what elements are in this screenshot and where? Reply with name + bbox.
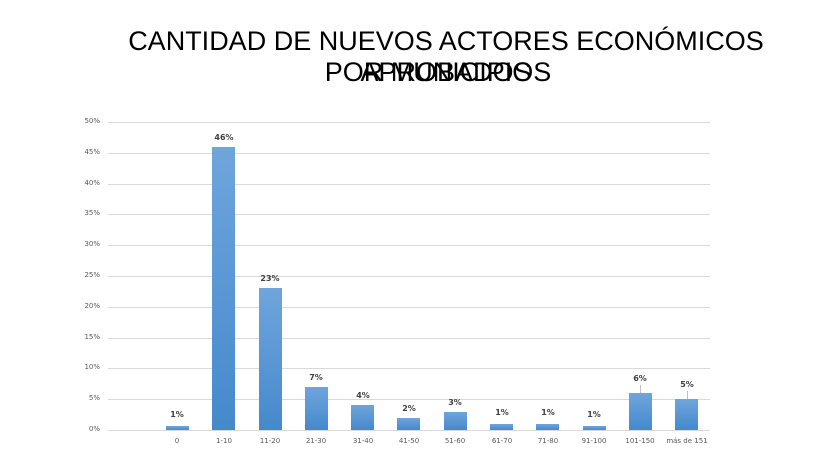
y-tick-label: 50% bbox=[84, 117, 100, 125]
gridline bbox=[108, 368, 710, 369]
data-label: 6% bbox=[633, 374, 647, 383]
data-label: 2% bbox=[402, 404, 416, 413]
data-label: 1% bbox=[495, 408, 509, 417]
data-label: 1% bbox=[587, 410, 601, 419]
gridline bbox=[108, 338, 710, 339]
x-tick-label: 101-150 bbox=[625, 437, 655, 445]
y-tick-label: 10% bbox=[84, 363, 100, 371]
x-tick-label: 61-70 bbox=[491, 437, 513, 445]
data-label: 46% bbox=[214, 133, 234, 142]
data-label: 4% bbox=[356, 391, 370, 400]
x-tick-label: más de 151 bbox=[666, 437, 708, 445]
y-tick-label: 40% bbox=[84, 179, 100, 187]
bar bbox=[397, 418, 420, 430]
x-tick-label: 51-60 bbox=[444, 437, 466, 445]
gridline bbox=[108, 276, 710, 277]
gridline bbox=[108, 122, 710, 123]
bar bbox=[444, 412, 467, 430]
label-leader-line bbox=[640, 385, 641, 393]
bar bbox=[675, 399, 698, 430]
gridline bbox=[108, 245, 710, 246]
bar bbox=[536, 424, 559, 430]
x-tick-label: 0 bbox=[174, 437, 180, 445]
bar bbox=[629, 393, 652, 430]
gridline bbox=[108, 399, 710, 400]
y-tick-label: 35% bbox=[84, 209, 100, 217]
x-tick-label: 21-30 bbox=[305, 437, 327, 445]
x-tick-label: 31-40 bbox=[352, 437, 374, 445]
y-tick-label: 25% bbox=[84, 271, 100, 279]
y-tick-label: 5% bbox=[88, 394, 100, 402]
bar bbox=[305, 387, 328, 430]
y-tick-label: 30% bbox=[84, 240, 100, 248]
gridline bbox=[108, 153, 710, 154]
y-tick-label: 45% bbox=[84, 148, 100, 156]
bar bbox=[259, 288, 282, 430]
data-label: 7% bbox=[309, 373, 323, 382]
bar bbox=[583, 426, 606, 430]
data-label: 1% bbox=[170, 410, 184, 419]
x-tick-label: 71-80 bbox=[537, 437, 559, 445]
x-tick-label: 11-20 bbox=[259, 437, 281, 445]
gridline bbox=[108, 307, 710, 308]
data-label: 3% bbox=[448, 398, 462, 407]
y-tick-label: 15% bbox=[84, 333, 100, 341]
chart-title-line2: POR MUNICIPIOS bbox=[324, 57, 552, 87]
bar bbox=[212, 147, 235, 430]
data-label: 1% bbox=[541, 408, 555, 417]
data-label: 5% bbox=[680, 380, 694, 389]
label-leader-line bbox=[687, 391, 688, 399]
chart-title-line1: CANTIDAD DE NUEVOS ACTORES ECONÓMICOS AP… bbox=[128, 26, 764, 87]
data-label: 23% bbox=[260, 274, 280, 283]
x-tick-label: 1-10 bbox=[216, 437, 232, 445]
gridline bbox=[108, 214, 710, 215]
bar bbox=[490, 424, 513, 430]
y-tick-label: 0% bbox=[88, 425, 100, 433]
bar bbox=[351, 405, 374, 430]
x-tick-label: 91-100 bbox=[581, 437, 607, 445]
bar bbox=[166, 426, 189, 430]
x-tick-label: 41-50 bbox=[398, 437, 420, 445]
y-tick-label: 20% bbox=[84, 302, 100, 310]
gridline bbox=[108, 430, 710, 431]
gridline bbox=[108, 184, 710, 185]
